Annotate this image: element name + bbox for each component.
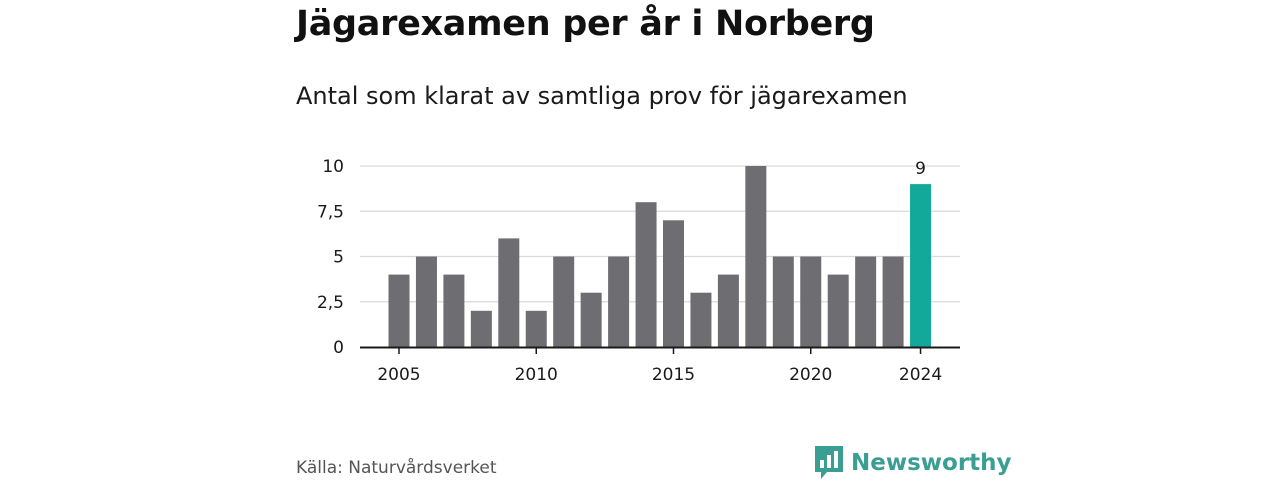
bar <box>498 238 520 347</box>
highlight-bar <box>910 184 932 347</box>
bar <box>388 274 410 347</box>
y-tick-label: 0 <box>333 338 344 358</box>
bar <box>470 310 492 347</box>
y-tick-label: 5 <box>333 248 344 268</box>
bar <box>827 274 849 347</box>
bar <box>882 256 904 347</box>
bar <box>855 256 877 347</box>
bar <box>415 256 437 347</box>
brand-logo: Newsworthy <box>815 446 1012 480</box>
bar <box>525 310 547 347</box>
bar <box>745 166 767 347</box>
bar <box>580 292 602 347</box>
bar <box>553 256 575 347</box>
bar <box>690 292 712 347</box>
chart-title: Jägarexamen per år i Norberg <box>296 4 875 44</box>
bar <box>663 220 684 347</box>
x-tick-label: 2010 <box>515 365 558 385</box>
bar <box>800 256 822 347</box>
y-tick-label: 7,5 <box>317 202 344 222</box>
source-note: Källa: Naturvårdsverket <box>296 458 497 478</box>
chart-subtitle: Antal som klarat av samtliga prov för jä… <box>296 82 908 110</box>
y-tick-label: 2,5 <box>317 293 344 313</box>
x-tick-label: 2020 <box>789 365 832 385</box>
brand-name: Newsworthy <box>851 450 1012 476</box>
bar <box>608 256 630 347</box>
bar <box>443 274 465 347</box>
y-tick-label: 10 <box>322 157 344 177</box>
x-tick-label: 2015 <box>652 365 695 385</box>
x-tick-label: 2024 <box>899 365 942 385</box>
bar <box>635 202 657 347</box>
bar <box>717 274 739 347</box>
bar <box>772 256 794 347</box>
data-label: 9 <box>915 159 926 179</box>
bar-chart-logo-icon <box>815 446 843 479</box>
x-tick-label: 2005 <box>377 365 420 385</box>
